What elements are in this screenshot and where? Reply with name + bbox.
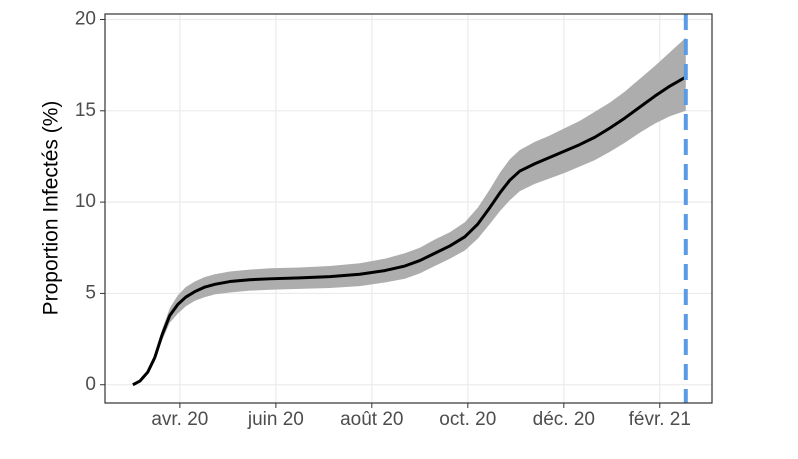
y-tick-label: 10 <box>75 191 96 212</box>
y-tick-label: 15 <box>75 100 96 121</box>
line <box>132 75 687 387</box>
x-tick-label: avr. 20 <box>151 409 208 430</box>
x-tick-label: août 20 <box>340 409 403 430</box>
x-tick-label: oct. 20 <box>439 409 496 430</box>
panel-border <box>104 13 713 404</box>
confidence-band <box>132 37 686 385</box>
x-tick-label: juin 20 <box>247 409 304 430</box>
y-axis-label: Proportion Infectés (%) <box>40 101 63 316</box>
y-tick-label: 20 <box>75 8 96 29</box>
x-tick-label: déc. 20 <box>533 409 595 430</box>
y-tick-label: 5 <box>85 282 96 303</box>
y-tick-label: 0 <box>85 374 96 395</box>
x-tick-label: févr. 21 <box>629 409 691 430</box>
